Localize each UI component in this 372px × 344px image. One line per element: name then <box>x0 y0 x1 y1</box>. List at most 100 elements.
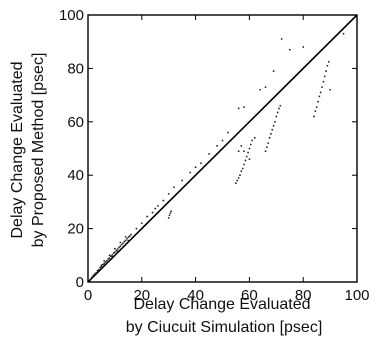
data-point <box>221 139 224 142</box>
data-point <box>302 46 305 48</box>
data-point <box>115 249 118 252</box>
data-point <box>97 268 100 271</box>
data-point <box>173 186 175 189</box>
x-tick-label: 40 <box>187 287 204 304</box>
data-point <box>288 48 291 51</box>
data-point <box>111 254 114 256</box>
data-point <box>123 240 126 243</box>
y-tick-label: 100 <box>59 7 84 24</box>
data-point <box>92 274 95 277</box>
plot-frame <box>87 14 358 283</box>
x-tick-label: 60 <box>241 287 258 304</box>
data-point <box>89 278 92 281</box>
data-point <box>272 70 275 72</box>
data-point <box>126 237 128 240</box>
data-point <box>104 261 107 263</box>
data-point <box>116 250 119 253</box>
data-point <box>322 80 325 83</box>
data-point <box>264 86 267 88</box>
data-point <box>268 136 271 139</box>
y-tick-label: 40 <box>67 167 84 184</box>
data-point <box>200 162 202 165</box>
data-point <box>325 70 327 72</box>
data-point <box>342 32 345 35</box>
y-tick-label: 60 <box>67 114 84 131</box>
data-point <box>244 159 247 162</box>
x-tick-label: 20 <box>133 287 150 304</box>
data-point <box>279 104 282 107</box>
data-point <box>326 64 329 67</box>
data-point <box>151 211 154 214</box>
data-point <box>267 142 270 145</box>
data-point <box>235 182 237 185</box>
data-point <box>103 262 106 265</box>
data-point <box>189 171 192 174</box>
data-point <box>239 174 241 177</box>
data-point <box>169 212 172 215</box>
data-point <box>114 251 116 253</box>
data-point <box>319 91 322 94</box>
x-tick-label: 0 <box>84 287 92 304</box>
data-point <box>118 246 120 249</box>
data-point <box>103 260 106 262</box>
data-point <box>280 38 283 40</box>
reference-line-group <box>87 14 358 283</box>
data-point <box>247 151 249 154</box>
data-point <box>278 107 280 110</box>
data-point <box>119 241 122 244</box>
x-axis-title-line-2: by Ciucuit Simulation [psec] <box>126 319 323 336</box>
y-tick-label: 20 <box>67 221 84 238</box>
data-point <box>276 111 279 114</box>
data-point <box>130 233 132 236</box>
data-point <box>248 147 251 150</box>
data-point <box>248 158 251 161</box>
data-point <box>100 264 103 267</box>
data-point <box>245 155 248 158</box>
data-point <box>318 95 321 98</box>
data-point <box>112 252 115 255</box>
data-point <box>321 86 323 88</box>
y-axis-title-line-1: Delay Change Evaluated <box>9 61 26 238</box>
data-point <box>128 235 131 237</box>
y-axis-ticks: 0 20 40 60 80 100 <box>59 7 357 291</box>
data-point <box>170 210 173 213</box>
reference-line <box>87 14 358 283</box>
data-point <box>327 60 330 63</box>
data-point <box>241 167 244 170</box>
data-point <box>313 115 315 118</box>
plot-border <box>87 14 358 283</box>
y-tick-label: 80 <box>67 60 84 77</box>
data-point <box>127 236 130 239</box>
data-point <box>240 170 243 173</box>
data-point <box>108 254 111 257</box>
data-point <box>100 265 103 268</box>
data-point <box>93 273 96 275</box>
data-point <box>140 222 143 225</box>
y-axis-title-line-2: by Proposed Method [psec] <box>30 53 47 248</box>
data-point <box>99 266 102 269</box>
data-point <box>114 247 116 250</box>
data-point <box>243 163 245 166</box>
data-point <box>154 207 157 210</box>
data-point <box>122 246 124 249</box>
data-point <box>315 106 318 109</box>
data-point <box>243 106 245 109</box>
data-point <box>270 132 272 135</box>
data-point <box>96 269 99 272</box>
data-point <box>116 248 119 251</box>
data-point <box>271 128 274 131</box>
data-point <box>120 243 123 246</box>
data-point <box>264 150 267 153</box>
data-point <box>272 124 275 127</box>
data-point <box>157 205 159 207</box>
data-point <box>240 144 243 147</box>
data-point <box>105 259 108 262</box>
data-point <box>168 214 171 217</box>
data-points <box>89 32 345 281</box>
data-point <box>329 88 331 91</box>
data-point <box>111 255 114 258</box>
x-axis-title-line-1: Delay Change Evaluated <box>133 296 310 313</box>
data-point <box>91 276 93 279</box>
data-point <box>237 150 240 153</box>
